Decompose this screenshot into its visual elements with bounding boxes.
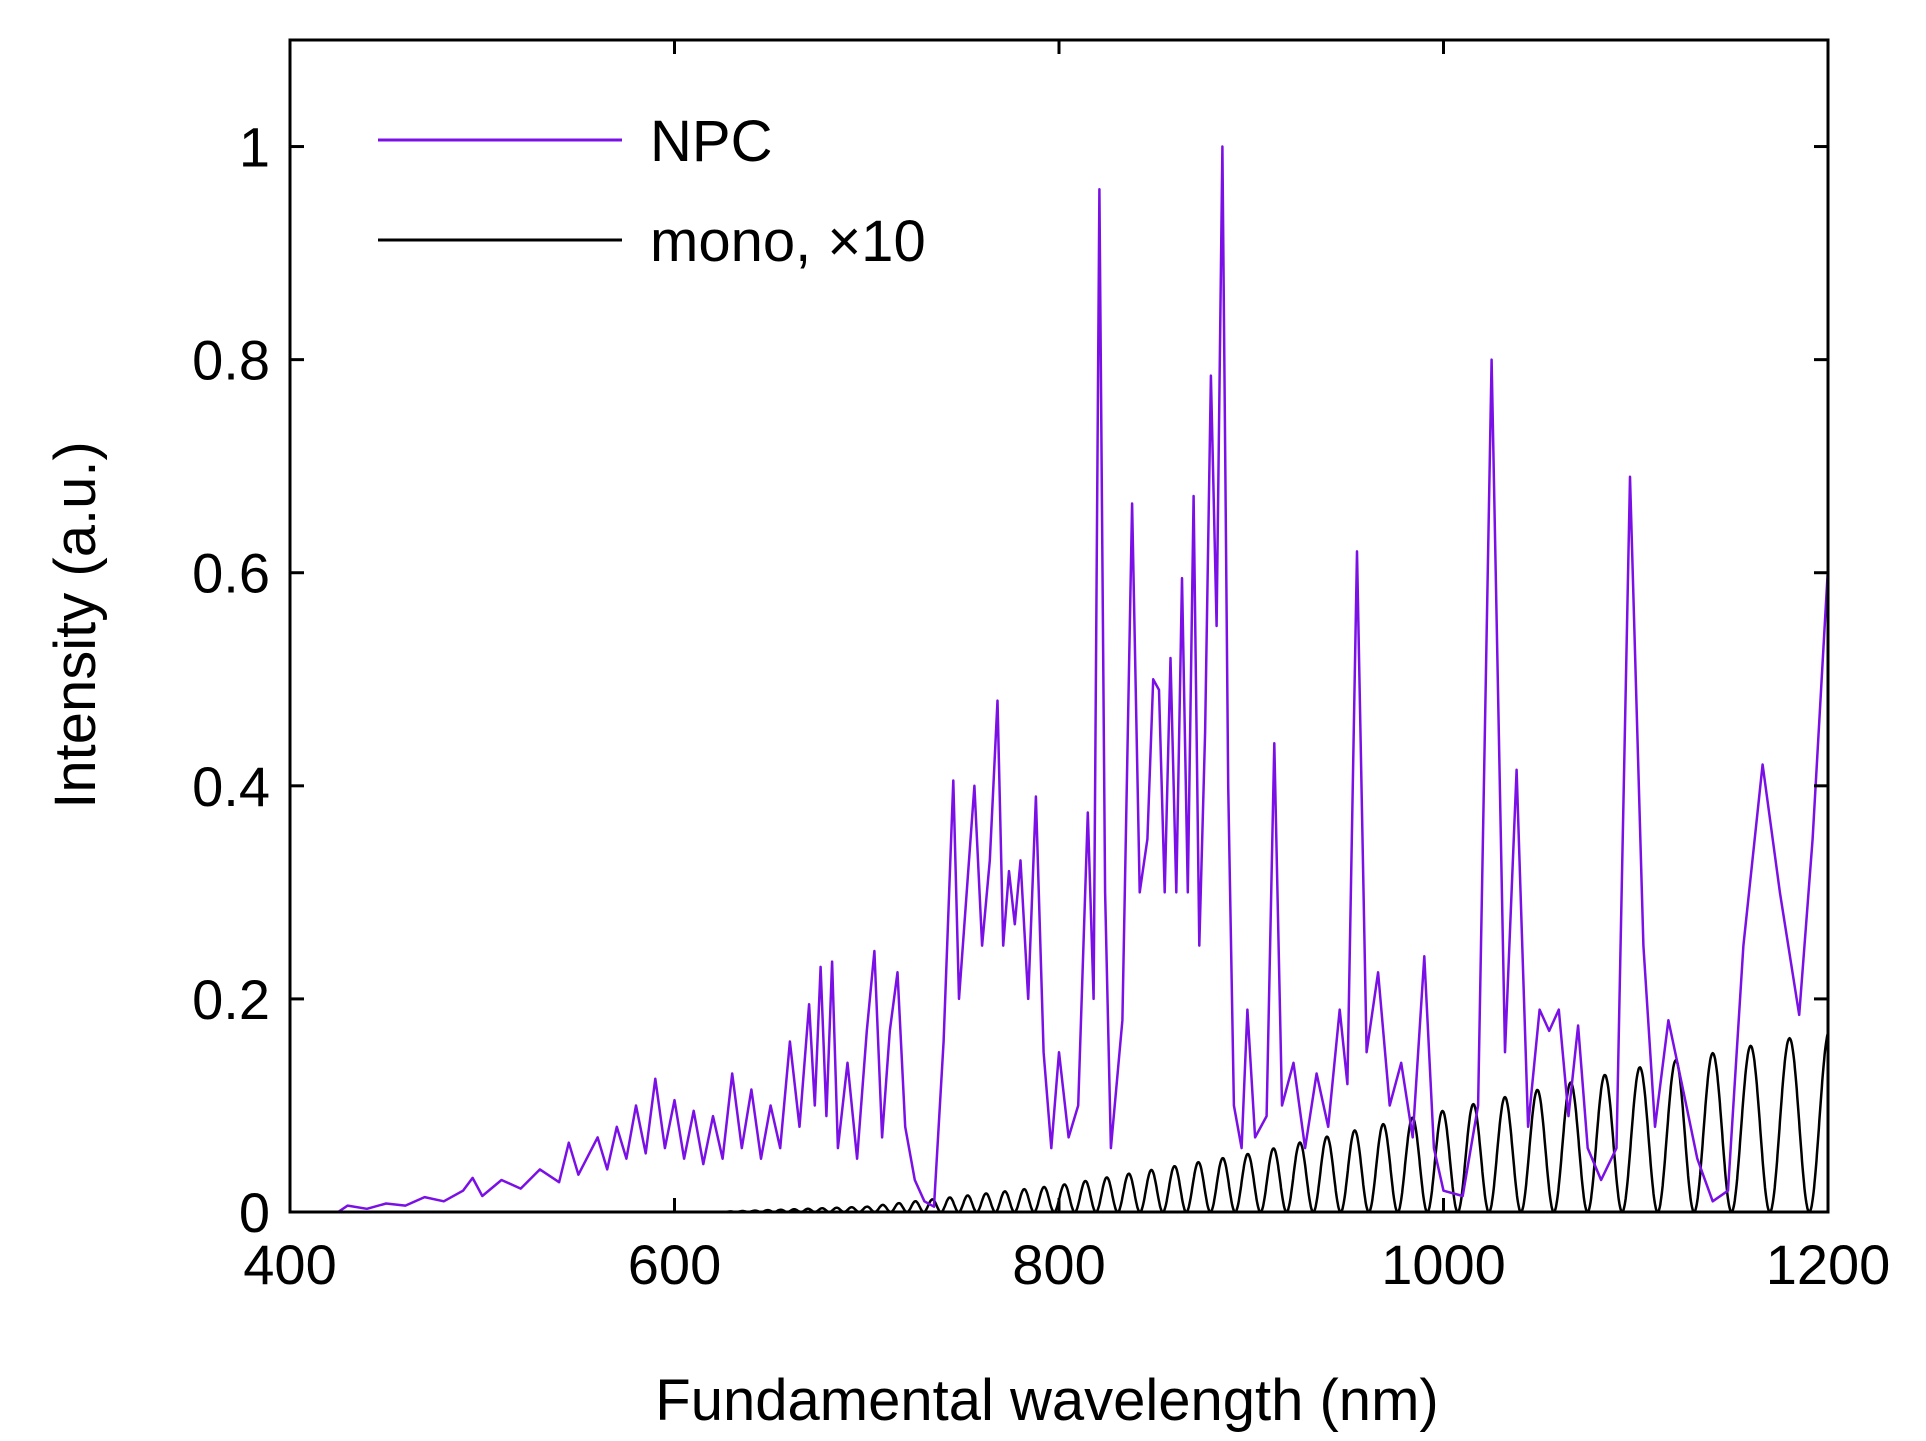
x-tick-label: 800 [1012, 1233, 1105, 1296]
x-axis-label: Fundamental wavelength (nm) [655, 1368, 1438, 1433]
x-tick-label: 1200 [1766, 1233, 1891, 1296]
y-tick-label: 0.8 [192, 329, 270, 392]
y-tick-label: 0.2 [192, 968, 270, 1031]
x-tick-label: 1000 [1381, 1233, 1506, 1296]
series-npc [290, 145, 1830, 1214]
x-tick-label: 600 [628, 1233, 721, 1296]
ticks: 400 600 800 1000 1200 0 0.2 0.4 0.6 0.8 1 [192, 40, 1890, 1296]
y-tick-label: 1 [239, 116, 270, 179]
y-tick-label: 0.4 [192, 755, 270, 818]
y-axis-label: Intensity (a.u.) [43, 441, 108, 808]
series-line-npc [290, 145, 1830, 1214]
y-tick-label: 0 [239, 1181, 270, 1244]
y-tick-label: 0.6 [192, 542, 270, 605]
x-tick-label: 400 [243, 1233, 336, 1296]
legend-label-mono: mono, ×10 [650, 209, 926, 274]
legend: NPC mono, ×10 [378, 109, 926, 274]
legend-label-npc: NPC [650, 109, 772, 174]
